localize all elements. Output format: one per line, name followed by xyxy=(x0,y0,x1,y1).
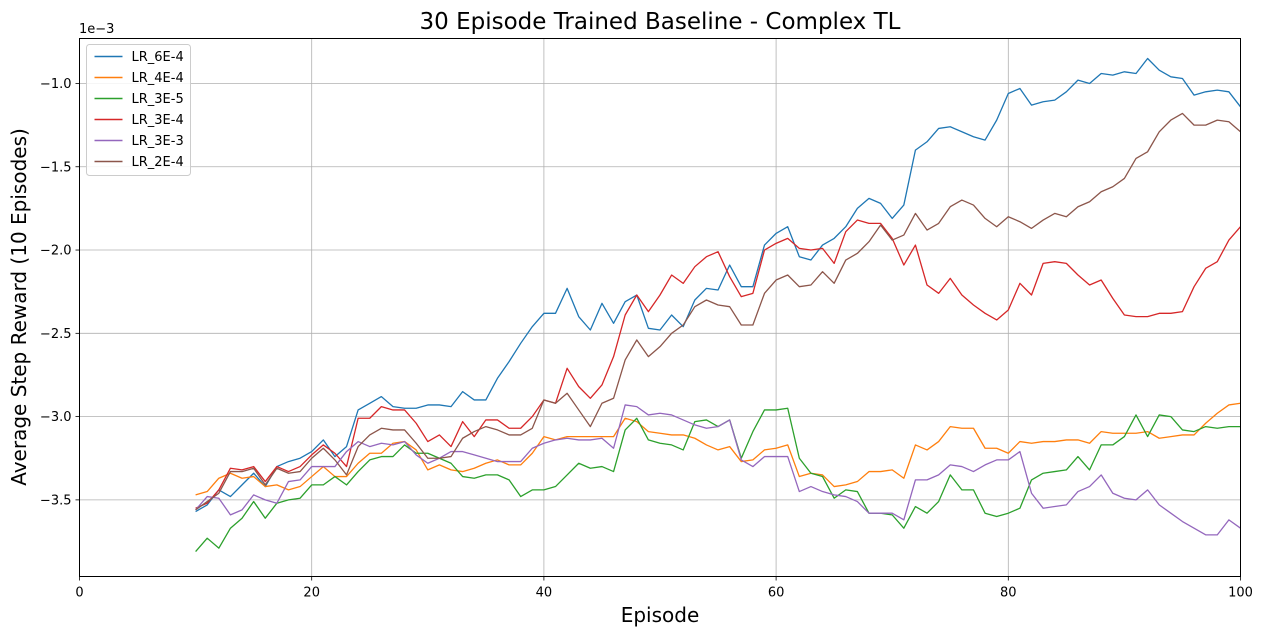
series-line-lr-4e-4 xyxy=(195,402,1241,496)
y-tick-label: −1.0 xyxy=(40,77,72,92)
legend: LR_6E-4 LR_4E-4 LR_3E-5 LR_3E-4 LR_3E-3 LR_2E… xyxy=(86,44,191,176)
y-tick-label: −2.0 xyxy=(40,244,72,259)
series-line-lr-2e-4 xyxy=(195,112,1241,511)
legend-label: LR_4E-4 xyxy=(132,71,184,86)
series-line-lr-3e-4 xyxy=(195,219,1241,509)
y-tick-label: −3.5 xyxy=(40,493,72,508)
axis-ticks: 0 20 40 60 80 100 −3.5 −3.0 −2.5 −2.0 −1.5 −1.0 xyxy=(40,77,1253,601)
legend-label: LR_3E-4 xyxy=(132,113,184,128)
series-line-lr-6e-4 xyxy=(195,57,1242,513)
y-scale-offset-label: 1e−3 xyxy=(79,22,114,37)
series-line-lr-3e-3 xyxy=(195,404,1241,536)
x-tick-label: 0 xyxy=(75,586,83,601)
legend-label: LR_3E-3 xyxy=(132,134,184,149)
x-tick-label: 20 xyxy=(303,586,320,601)
y-tick-label: −3.0 xyxy=(40,410,72,425)
legend-label: LR_2E-4 xyxy=(132,155,184,170)
x-tick-label: 40 xyxy=(536,586,553,601)
y-tick-label: −1.5 xyxy=(40,160,72,175)
x-axis-title: Episode xyxy=(621,603,700,627)
legend-label: LR_3E-5 xyxy=(132,92,184,107)
x-tick-label: 60 xyxy=(768,586,785,601)
grid-lines xyxy=(79,38,1241,577)
x-tick-label: 80 xyxy=(1000,586,1017,601)
series-lines xyxy=(195,57,1242,552)
y-tick-label: −2.5 xyxy=(40,327,72,342)
chart-title: 30 Episode Trained Baseline - Complex TL xyxy=(420,9,901,35)
legend-label: LR_6E-4 xyxy=(132,50,184,65)
x-tick-label: 100 xyxy=(1228,586,1253,601)
y-axis-title: Average Step Reward (10 Episodes) xyxy=(7,128,31,486)
plot-frame xyxy=(79,38,1241,577)
